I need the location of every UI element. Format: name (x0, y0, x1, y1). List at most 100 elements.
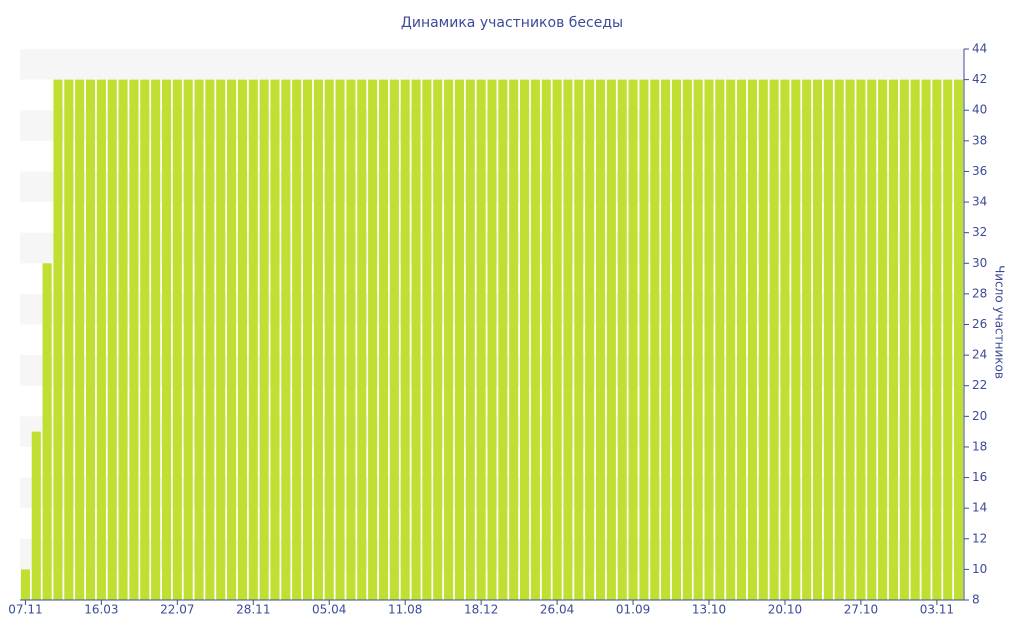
bar (248, 79, 258, 601)
bar (476, 79, 486, 601)
bar (671, 79, 682, 601)
bar (118, 79, 128, 601)
y-tick-label: 18 (972, 439, 987, 453)
bar (552, 79, 562, 601)
bar (324, 79, 334, 601)
bar (151, 79, 161, 601)
bar (878, 79, 888, 601)
bar (563, 79, 573, 601)
bar (389, 79, 399, 601)
bar (42, 263, 52, 600)
bar (487, 79, 497, 601)
bar (519, 79, 530, 601)
bar (954, 79, 964, 601)
bar (270, 79, 280, 601)
bar (530, 79, 540, 601)
x-tick-label: 11.08 (388, 603, 422, 617)
y-tick-label: 32 (972, 225, 987, 239)
bar (302, 79, 313, 601)
bar (650, 79, 660, 601)
x-tick-label: 28.11 (236, 603, 270, 617)
bar (628, 79, 638, 601)
bar (53, 79, 63, 601)
bar (194, 79, 204, 601)
bar (172, 79, 182, 601)
bar (368, 79, 378, 601)
bar (682, 79, 692, 601)
y-tick-label: 16 (972, 470, 987, 484)
bar (85, 79, 96, 601)
bar (769, 79, 779, 601)
bar (237, 79, 247, 601)
bar (845, 79, 855, 601)
bar (780, 79, 790, 601)
y-tick-label: 22 (972, 378, 987, 392)
x-tick-label: 07.11 (8, 603, 42, 617)
bar (802, 79, 812, 601)
bar (346, 79, 356, 601)
bar (899, 79, 909, 601)
bar (693, 79, 703, 601)
x-tick-label: 27.10 (844, 603, 878, 617)
bar (932, 79, 942, 601)
bar (422, 79, 432, 601)
bar (888, 79, 899, 601)
bar (595, 79, 606, 601)
y-tick-label: 14 (972, 501, 987, 515)
x-tick-label: 18.12 (464, 603, 498, 617)
bar (335, 79, 345, 601)
bar (943, 79, 953, 601)
chart-title: Динамика участников беседы (401, 15, 623, 31)
bar (910, 79, 920, 601)
bar (64, 79, 74, 601)
bar (834, 79, 844, 601)
bar (281, 79, 291, 601)
x-tick-label: 22.07 (160, 603, 194, 617)
x-tick-label: 03.11 (920, 603, 954, 617)
bar (20, 569, 30, 600)
bar (661, 79, 671, 601)
bar (585, 79, 595, 601)
bar (737, 79, 747, 601)
bar (454, 79, 465, 601)
bar (96, 79, 106, 601)
y-tick-label: 26 (972, 317, 987, 331)
y-tick-label: 28 (972, 286, 987, 300)
bar (205, 79, 215, 601)
bar (823, 79, 833, 601)
y-tick-label: 20 (972, 409, 987, 423)
grid-band (20, 49, 964, 80)
bar (541, 79, 551, 601)
y-tick-label: 38 (972, 133, 987, 147)
bar (292, 79, 302, 601)
bar (617, 79, 627, 601)
bar (465, 79, 475, 601)
bar (498, 79, 508, 601)
bar (216, 79, 226, 601)
bar (867, 79, 877, 601)
bar (259, 79, 269, 601)
x-tick-label: 05.04 (312, 603, 346, 617)
bar (704, 79, 714, 601)
bar (856, 79, 866, 601)
bar (140, 79, 150, 601)
bar (183, 79, 193, 601)
bar (606, 79, 616, 601)
y-tick-label: 34 (972, 195, 987, 209)
bar (747, 79, 757, 601)
bar (75, 79, 85, 601)
y-tick-label: 36 (972, 164, 987, 178)
y-tick-label: 8 (972, 593, 980, 607)
bar (639, 79, 649, 601)
bar (726, 79, 736, 601)
x-tick-label: 20.10 (768, 603, 802, 617)
bar (433, 79, 443, 601)
bar (129, 79, 139, 601)
bar (313, 79, 323, 601)
bar (758, 79, 768, 601)
bar (227, 79, 237, 601)
bar (161, 79, 172, 601)
bar (378, 79, 389, 601)
bar (812, 79, 823, 601)
